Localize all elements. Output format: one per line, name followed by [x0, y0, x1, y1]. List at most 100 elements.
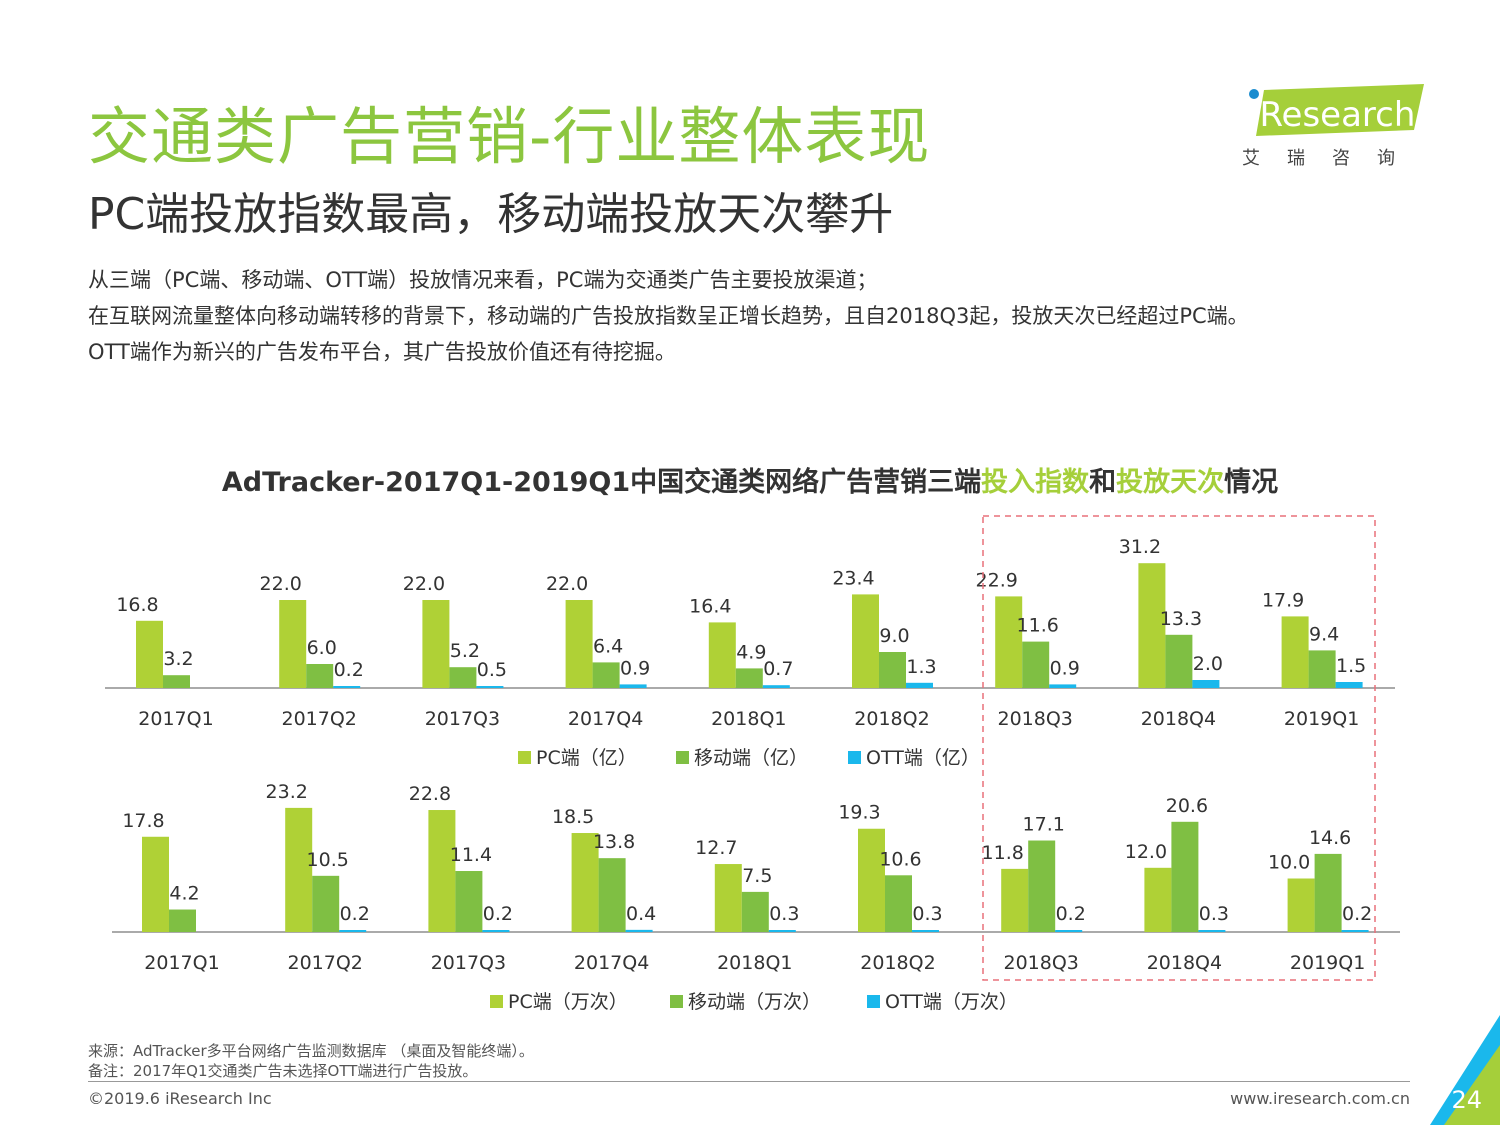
legend-label-1-s1: PC端（亿）	[536, 747, 637, 769]
legend-swatch-2-s3	[867, 995, 880, 1008]
bar-2-s2-2017Q2	[312, 875, 340, 932]
data-label-1-s2-2019Q1: 9.4	[1309, 623, 1339, 645]
data-label-1-s3-2018Q3: 0.9	[1050, 657, 1080, 679]
legend-label-2-s3: OTT端（万次）	[885, 991, 1018, 1013]
bar-2-s3-2017Q3	[482, 930, 510, 932]
data-label-1-s2-2018Q1: 4.9	[736, 641, 766, 663]
website-url: www.iresearch.com.cn	[1230, 1089, 1410, 1108]
category-label-2-2018Q1: 2018Q1	[717, 952, 792, 974]
category-label-2-2019Q1: 2019Q1	[1290, 952, 1365, 974]
chart-title-prefix: AdTracker-2017Q1-2019Q1中国交通类网络广告营销三端	[221, 467, 982, 498]
data-label-1-s3-2018Q1: 0.7	[763, 658, 793, 680]
bar-2-s3-2018Q1	[768, 930, 796, 932]
bar-1-s1-2019Q1	[1281, 616, 1309, 688]
data-label-2-s1-2018Q1: 12.7	[695, 837, 737, 859]
legend-swatch-1-s2	[676, 751, 689, 764]
description-line-2: 在互联网流量整体向移动端转移的背景下，移动端的广告投放指数呈正增长趋势，且自20…	[88, 304, 1249, 328]
category-label-1-2017Q1: 2017Q1	[138, 708, 213, 730]
category-label-2-2018Q2: 2018Q2	[860, 952, 935, 974]
bar-2-s1-2018Q2	[858, 828, 885, 932]
bar-2-s1-2018Q3	[1001, 868, 1029, 932]
category-label-1-2017Q3: 2017Q3	[425, 708, 500, 730]
bar-2-s1-2017Q1	[142, 836, 169, 932]
legend-label-1-s2: 移动端（亿）	[694, 747, 808, 769]
bar-1-s2-2018Q1	[735, 668, 763, 688]
category-label-1-2018Q4: 2018Q4	[1141, 708, 1216, 730]
data-label-1-s1-2018Q1: 16.4	[689, 595, 731, 617]
page-number: 24	[1451, 1086, 1482, 1114]
page-subtitle: PC端投放指数最高，移动端投放天次攀升	[88, 189, 894, 240]
bar-2-s1-2019Q1	[1287, 878, 1315, 932]
bar-2-s1-2018Q4	[1144, 867, 1172, 932]
bar-1-s3-2017Q4	[619, 684, 647, 688]
category-label-2-2018Q4: 2018Q4	[1147, 952, 1222, 974]
legend-swatch-2-s2	[670, 995, 683, 1008]
category-label-1-2017Q2: 2017Q2	[281, 708, 356, 730]
category-label-1-2018Q1: 2018Q1	[711, 708, 786, 730]
bar-2-s2-2017Q1	[169, 909, 196, 932]
description-line-1: 从三端（PC端、移动端、OTT端）投放情况来看，PC端为交通类广告主要投放渠道；	[88, 268, 878, 292]
bar-1-s2-2017Q2	[306, 664, 334, 688]
bar-1-s3-2017Q2	[333, 686, 361, 688]
bar-1-s1-2018Q2	[852, 594, 879, 688]
data-label-2-s3-2018Q1: 0.3	[769, 903, 799, 925]
logo-brand-mark: iResearch	[1249, 84, 1424, 136]
legend-label-2-s2: 移动端（万次）	[688, 991, 821, 1013]
bar-2-s3-2018Q4	[1198, 930, 1226, 932]
data-label-2-s2-2018Q3: 17.1	[1023, 814, 1065, 836]
data-label-2-s3-2018Q2: 0.3	[912, 903, 942, 925]
data-label-2-s2-2018Q4: 20.6	[1166, 795, 1208, 817]
bar-2-s3-2017Q2	[339, 930, 367, 932]
bar-2-s3-2018Q2	[912, 930, 939, 932]
highlight-dashed-box	[982, 515, 1376, 981]
category-label-1-2018Q3: 2018Q3	[997, 708, 1072, 730]
bar-2-s3-2017Q4	[625, 929, 653, 932]
data-label-2-s1-2018Q3: 11.8	[982, 842, 1024, 864]
legend-swatch-1-s1	[518, 751, 531, 764]
data-label-1-s1-2017Q4: 22.0	[546, 573, 588, 595]
data-label-1-s3-2018Q4: 2.0	[1193, 653, 1223, 675]
chart-title: AdTracker-2017Q1-2019Q1中国交通类网络广告营销三端投入指数…	[0, 460, 1500, 499]
category-label-2-2017Q3: 2017Q3	[431, 952, 506, 974]
bar-1-s2-2019Q1	[1308, 650, 1336, 688]
bar-1-s3-2018Q2	[906, 682, 933, 688]
bar-1-s1-2017Q2	[279, 600, 307, 688]
data-label-2-s2-2018Q1: 7.5	[742, 865, 772, 887]
bar-1-s2-2017Q3	[449, 667, 477, 688]
data-label-2-s2-2017Q2: 10.5	[307, 849, 349, 871]
bar-1-s3-2018Q3	[1049, 684, 1077, 688]
bar-1-s1-2018Q1	[708, 622, 736, 688]
description-line-3: OTT端作为新兴的广告发布平台，其广告投放价值还有待挖掘。	[88, 340, 676, 364]
legend-swatch-1-s3	[848, 751, 861, 764]
data-label-2-s1-2017Q3: 22.8	[409, 783, 451, 805]
bar-1-s1-2017Q4	[565, 600, 593, 688]
iresearch-logo: iResearch 艾瑞咨询	[1238, 80, 1428, 175]
data-label-1-s3-2017Q2: 0.2	[334, 659, 364, 681]
data-label-2-s3-2018Q3: 0.2	[1056, 903, 1086, 925]
data-label-2-s1-2017Q2: 23.2	[266, 781, 308, 803]
bar-2-s2-2017Q4	[598, 858, 626, 932]
data-label-1-s3-2017Q4: 0.9	[620, 657, 650, 679]
bar-2-s2-2018Q2	[885, 875, 912, 932]
data-label-2-s1-2019Q1: 10.0	[1268, 852, 1310, 874]
data-label-1-s2-2018Q2: 9.0	[879, 625, 909, 647]
bar-1-s2-2017Q4	[592, 662, 620, 688]
chart-title-middle: 和	[1089, 467, 1117, 498]
data-label-1-s2-2017Q2: 6.0	[307, 637, 337, 659]
bar-2-s2-2018Q3	[1028, 840, 1056, 932]
chart-title-highlight-index: 投入指数	[981, 467, 1090, 498]
chart-title-suffix: 情况	[1224, 467, 1279, 498]
data-label-2-s2-2017Q1: 4.2	[169, 883, 199, 905]
data-label-1-s1-2017Q2: 22.0	[260, 573, 302, 595]
data-label-2-s2-2017Q3: 11.4	[450, 844, 492, 866]
copyright: ©2019.6 iResearch Inc	[88, 1089, 272, 1108]
bar-1-s1-2018Q4	[1138, 563, 1166, 688]
bar-2-s1-2018Q1	[714, 864, 742, 932]
bar-2-s2-2018Q1	[741, 891, 769, 932]
data-label-1-s1-2019Q1: 17.9	[1262, 589, 1304, 611]
description: 从三端（PC端、移动端、OTT端）投放情况来看，PC端为交通类广告主要投放渠道；…	[88, 262, 1428, 370]
data-label-1-s1-2018Q4: 31.2	[1119, 536, 1161, 558]
bar-2-s2-2019Q1	[1314, 853, 1342, 932]
bar-2-s1-2017Q4	[571, 833, 599, 932]
